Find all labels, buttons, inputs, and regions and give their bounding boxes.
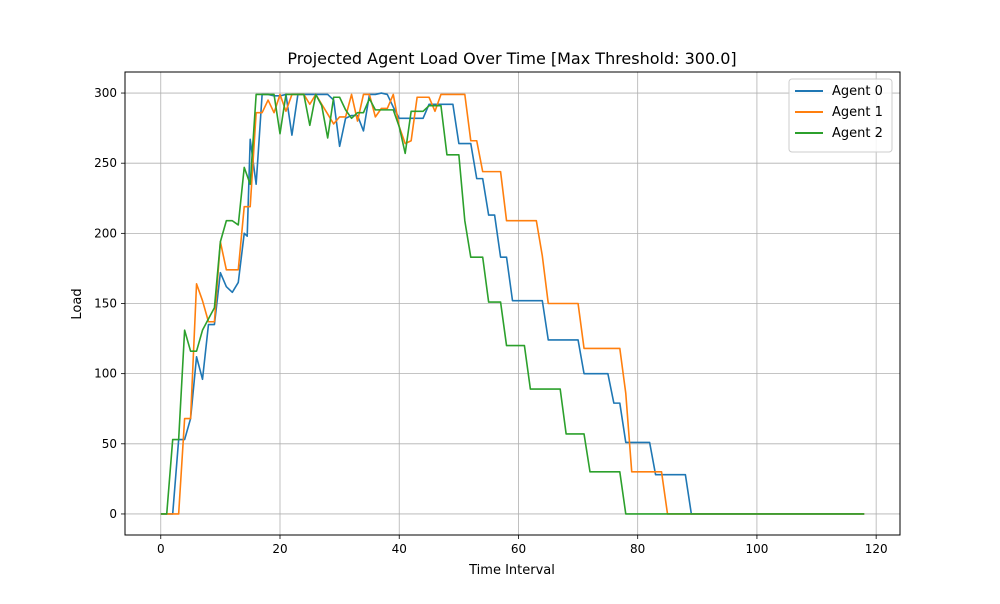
series-lines: [160, 92, 865, 515]
chart-title: Projected Agent Load Over Time [Max Thre…: [287, 49, 736, 68]
y-tick-label: 150: [94, 297, 117, 311]
x-tick-label: 40: [392, 542, 407, 556]
y-tick-label: 0: [109, 507, 117, 521]
x-tick-label: 0: [157, 542, 165, 556]
y-tick-label: 50: [102, 437, 117, 451]
grid: [125, 72, 900, 535]
axis-ticks: 0 20 40 60 80 100 120 0 50 100 150 200 250 300: [94, 86, 888, 556]
series-line-agent-1: [160, 93, 865, 515]
y-tick-label: 100: [94, 367, 117, 381]
legend-label-agent-2: Agent 2: [832, 126, 883, 141]
x-tick-label: 120: [865, 542, 888, 556]
y-tick-label: 200: [94, 226, 117, 240]
legend: Agent 0 Agent 1 Agent 2: [788, 78, 893, 153]
series-line-agent-2: [160, 93, 865, 515]
x-axis-label: Time Interval: [468, 563, 555, 578]
x-tick-label: 80: [630, 542, 645, 556]
y-axis-label: Load: [70, 288, 85, 319]
y-tick-label: 300: [94, 86, 117, 100]
legend-label-agent-1: Agent 1: [832, 105, 883, 120]
x-tick-label: 20: [272, 542, 287, 556]
x-tick-label: 100: [745, 542, 768, 556]
legend-label-agent-0: Agent 0: [832, 84, 883, 99]
y-tick-label: 250: [94, 156, 117, 170]
x-tick-label: 60: [511, 542, 526, 556]
